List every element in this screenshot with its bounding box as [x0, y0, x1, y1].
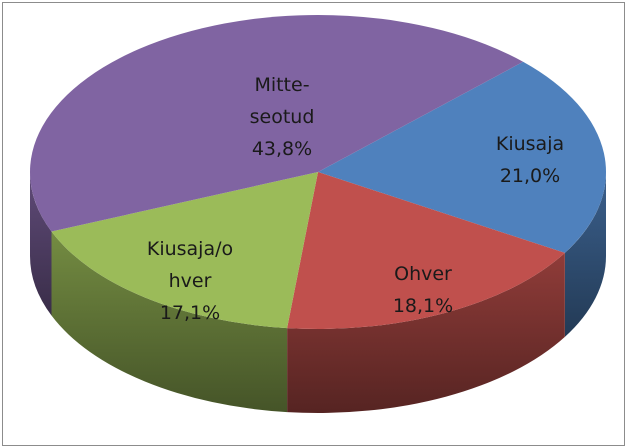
pie-slice — [30, 15, 524, 232]
category-label: Kiusaja/ohver — [146, 238, 234, 292]
category-label: Mitte-seotud — [249, 74, 315, 128]
pie-slice — [51, 172, 319, 329]
slice-label: Ohver 18,1% — [393, 258, 453, 322]
value-label: 21,0% — [499, 165, 561, 187]
value-label: 43,8% — [251, 138, 313, 160]
pie-slice-side — [564, 172, 606, 337]
value-label: 17,1% — [159, 302, 221, 324]
slice-label: Kiusaja 21,0% — [496, 128, 564, 192]
category-label: Ohver — [394, 263, 452, 285]
slice-label: Mitte-seotud 43,8% — [242, 69, 322, 165]
value-label: 18,1% — [392, 295, 454, 317]
category-label: Kiusaja — [495, 133, 565, 155]
pie-slice-side — [51, 231, 288, 413]
pie-slice — [318, 61, 607, 253]
slice-label: Kiusaja/ohver 17,1% — [145, 233, 235, 329]
pie-slice-side — [30, 172, 52, 316]
pie-slice-side — [287, 252, 565, 414]
pie-slice — [287, 172, 565, 330]
